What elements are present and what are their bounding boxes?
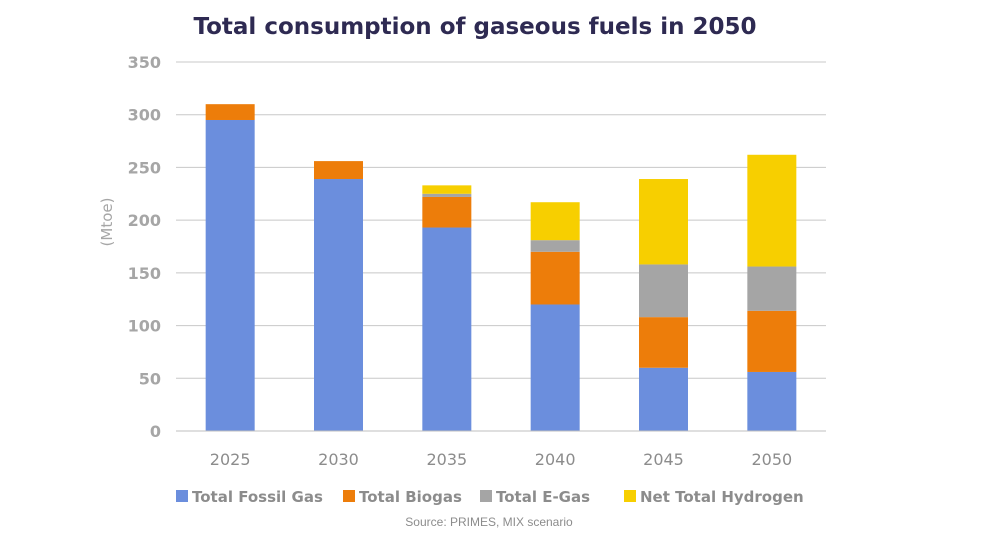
y-tick-label: 200	[128, 211, 161, 230]
bar-segment-total-fossil-gas-2025	[205, 119, 255, 431]
bar-segment-total-e-gas-2050	[747, 266, 797, 311]
gridlines	[176, 61, 826, 379]
legend-item-total-fossil-gas: Total Fossil Gas	[176, 488, 323, 506]
y-tick-label: 100	[128, 317, 161, 336]
bar-segment-total-fossil-gas-2030	[314, 179, 363, 431]
x-tick-label: 2040	[535, 450, 576, 469]
legend-label: Total Biogas	[359, 488, 462, 506]
x-tick-label: 2045	[643, 450, 684, 469]
legend-swatch	[176, 490, 188, 502]
bar-segment-net-total-hydrogen-2035	[422, 185, 472, 194]
bars	[205, 104, 797, 431]
y-tick-label: 50	[139, 369, 161, 388]
x-axis-ticks: 2025 2030 2035 2040 2045 2050	[210, 450, 792, 469]
bar-segment-total-biogas-2045	[639, 317, 688, 368]
bar-segment-total-fossil-gas-2035	[422, 227, 472, 431]
legend-swatch	[480, 490, 492, 502]
legend: Total Fossil Gas Total Biogas Total E-Gas N…	[176, 488, 804, 506]
bar-segment-total-fossil-gas-2040	[530, 304, 580, 431]
legend-label: Total E-Gas	[496, 488, 590, 506]
chart-title: Total consumption of gaseous fuels in 20…	[193, 14, 756, 40]
legend-label: Net Total Hydrogen	[640, 488, 804, 506]
x-tick-label: 2025	[210, 450, 251, 469]
bar-segment-net-total-hydrogen-2040	[530, 202, 580, 241]
x-tick-label: 2030	[318, 450, 359, 469]
y-axis-ticks: 0 50 100 150 200 250 300 350	[128, 53, 161, 441]
bar-segment-net-total-hydrogen-2050	[747, 154, 797, 267]
x-tick-label: 2050	[751, 450, 792, 469]
y-tick-label: 350	[128, 53, 161, 72]
y-tick-label: 0	[150, 422, 161, 441]
legend-swatch	[624, 490, 636, 502]
legend-item-total-e-gas: Total E-Gas	[480, 488, 590, 506]
y-tick-label: 250	[128, 158, 161, 177]
bar-segment-total-biogas-2035	[422, 196, 472, 228]
legend-item-total-biogas: Total Biogas	[343, 488, 462, 506]
bar-segment-total-e-gas-2040	[530, 240, 580, 252]
source-note: Source: PRIMES, MIX scenario	[405, 515, 573, 529]
bar-segment-total-fossil-gas-2045	[639, 367, 688, 431]
y-axis-label: (Mtoe)	[98, 198, 116, 247]
y-tick-label: 300	[128, 106, 161, 125]
bar-segment-total-e-gas-2045	[639, 264, 688, 318]
bar-segment-total-biogas-2030	[314, 161, 363, 180]
bar-segment-total-biogas-2050	[747, 310, 797, 372]
x-tick-label: 2035	[426, 450, 467, 469]
bar-segment-total-e-gas-2035	[422, 193, 472, 197]
bar-segment-total-biogas-2025	[205, 104, 255, 120]
y-tick-label: 150	[128, 264, 161, 283]
legend-item-net-total-hydrogen: Net Total Hydrogen	[624, 488, 804, 506]
legend-label: Total Fossil Gas	[192, 488, 323, 506]
bar-segment-net-total-hydrogen-2045	[639, 179, 688, 265]
bar-segment-total-fossil-gas-2050	[747, 371, 797, 431]
legend-swatch	[343, 490, 355, 502]
bar-segment-total-biogas-2040	[530, 251, 580, 305]
